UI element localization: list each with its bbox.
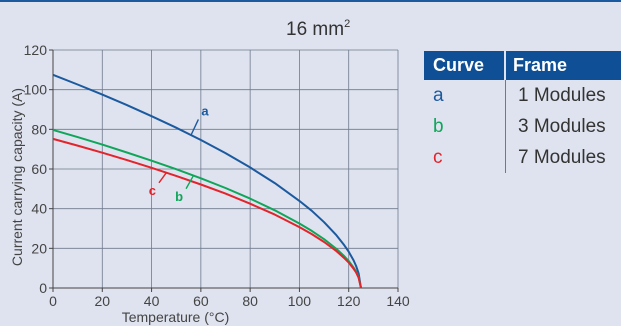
legend-header-frame: Frame xyxy=(513,55,568,75)
legend-frame-c: 7 Modules xyxy=(518,146,606,168)
legend-curve-c: c xyxy=(424,142,506,173)
chart-title-text: 16 mm xyxy=(286,19,345,40)
y-tick-label: 40 xyxy=(31,201,47,217)
legend-frame-a: 1 Modules xyxy=(518,84,606,106)
x-tick-label: 140 xyxy=(386,293,410,309)
chart-title-superscript: 2 xyxy=(344,18,351,30)
curve-legend-table: Curve Frame a 1 Modules b 3 Modules c 7 … xyxy=(424,51,621,173)
legend-row-c: c 7 Modules xyxy=(424,142,621,173)
y-tick-label: 60 xyxy=(31,161,47,177)
annotation-label-a: a xyxy=(201,103,209,118)
x-tick-label: 20 xyxy=(94,293,110,309)
legend-row-b: b 3 Modules xyxy=(424,111,621,142)
series-line-c xyxy=(52,137,362,289)
y-tick-label: 20 xyxy=(31,240,47,256)
legend-header-row: Curve Frame xyxy=(424,51,621,80)
series-line-a xyxy=(52,73,362,289)
y-axis-label: Current carrying capacity (A) xyxy=(9,88,25,266)
x-tick-label: 120 xyxy=(337,293,361,309)
x-tick-label: 100 xyxy=(288,293,312,309)
y-tick-label: 0 xyxy=(39,280,47,296)
chart-title: 16 mm2 xyxy=(286,18,350,41)
annotation-label-c: c xyxy=(149,183,156,198)
x-tick-label: 80 xyxy=(242,293,258,309)
x-tick-label: 0 xyxy=(49,293,57,309)
legend-frame-b: 3 Modules xyxy=(518,115,606,137)
top-accent-line xyxy=(0,0,621,2)
annotation-label-b: b xyxy=(175,189,183,204)
legend-header-curve: Curve xyxy=(424,51,506,80)
y-tick-label: 100 xyxy=(24,82,48,98)
x-axis-label: Temperature (°C) xyxy=(122,309,230,325)
legend-curve-b: b xyxy=(424,111,506,142)
y-tick-label: 120 xyxy=(24,42,48,58)
annotation-leader-b xyxy=(185,175,195,190)
legend-curve-a: a xyxy=(424,80,506,111)
annotation-leader-a xyxy=(190,119,200,136)
y-tick-label: 80 xyxy=(31,121,47,137)
x-tick-label: 40 xyxy=(144,293,160,309)
x-tick-label: 60 xyxy=(193,293,209,309)
annotation-leader-c xyxy=(158,172,167,184)
legend-row-a: a 1 Modules xyxy=(424,80,621,111)
